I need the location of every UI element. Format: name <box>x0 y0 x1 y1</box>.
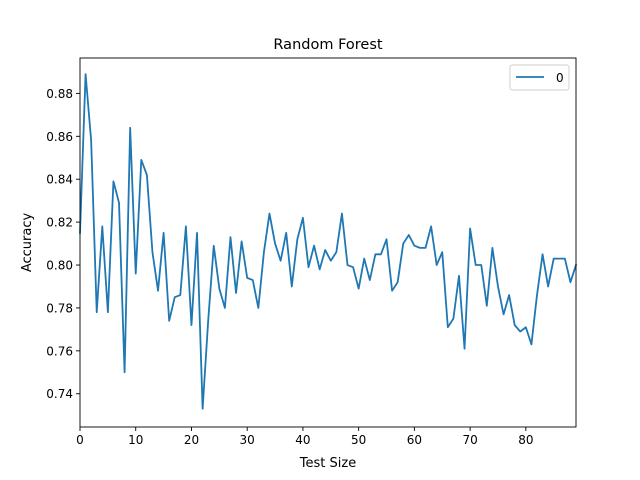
plot-frame <box>79 57 577 428</box>
legend-entry-label: 0 <box>556 71 564 85</box>
x-tick-label: 40 <box>295 433 310 447</box>
plot-area <box>80 58 576 427</box>
x-tick-label: 60 <box>407 433 422 447</box>
legend: 0 <box>509 64 570 91</box>
y-tick-label: 0.86 <box>46 130 73 144</box>
y-tick-label: 0.76 <box>46 344 73 358</box>
chart-title: Random Forest <box>273 37 382 53</box>
series-line-0 <box>79 73 578 410</box>
y-tick-label: 0.84 <box>46 173 73 187</box>
x-tick-label: 0 <box>76 433 84 447</box>
x-tick-label: 10 <box>128 433 143 447</box>
x-axis-ticks: 0 10 20 30 40 50 60 70 80 <box>76 427 533 447</box>
x-tick-label: 70 <box>462 433 477 447</box>
y-axis-label: Accuracy <box>20 213 35 273</box>
x-tick-label: 30 <box>240 433 255 447</box>
x-axis-label: Test Size <box>299 456 356 471</box>
y-tick-label: 0.80 <box>46 259 73 273</box>
y-tick-label: 0.82 <box>46 216 73 230</box>
x-tick-label: 20 <box>184 433 199 447</box>
y-axis-ticks: 0.74 0.76 0.78 0.80 0.82 0.84 0.86 0.88 <box>46 87 80 401</box>
y-tick-label: 0.78 <box>46 301 73 315</box>
x-tick-label: 50 <box>351 433 366 447</box>
y-tick-label: 0.74 <box>46 387 73 401</box>
x-tick-label: 80 <box>518 433 533 447</box>
y-tick-label: 0.88 <box>46 87 73 101</box>
